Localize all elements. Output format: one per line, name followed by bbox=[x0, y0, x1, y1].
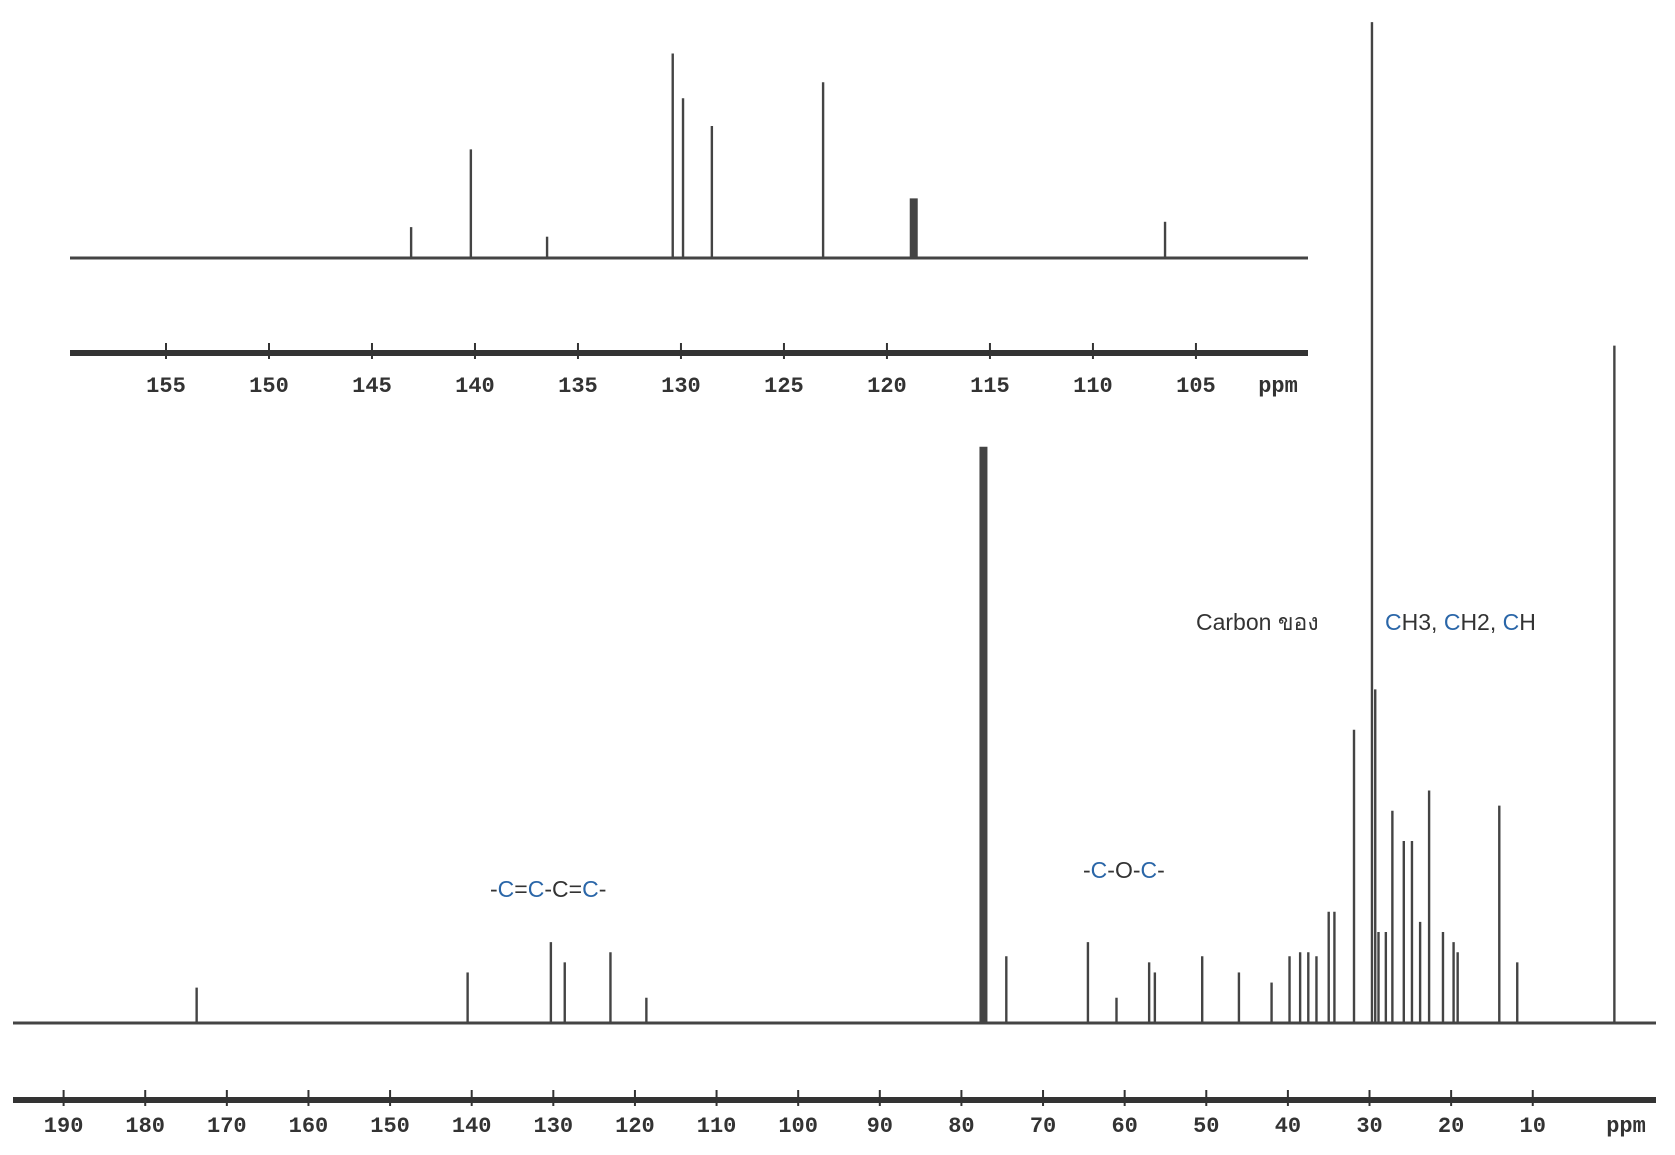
annotation-part: - bbox=[1083, 857, 1091, 883]
x-axis-label: ppm bbox=[1606, 1114, 1646, 1139]
annotation-part: H2, bbox=[1460, 609, 1502, 635]
annotation-part: -O- bbox=[1107, 857, 1140, 883]
annotation-part: C bbox=[1444, 609, 1461, 635]
x-tick-label: 155 bbox=[146, 374, 186, 399]
x-tick-label: 90 bbox=[867, 1114, 893, 1139]
x-tick-label: 130 bbox=[661, 374, 701, 399]
annotation-part: C bbox=[1503, 609, 1520, 635]
annotation-part: H3, bbox=[1402, 609, 1444, 635]
annotation-part: -C= bbox=[544, 876, 582, 902]
annotation-part: H bbox=[1519, 609, 1536, 635]
annotation-part: Carbon ของ bbox=[1196, 609, 1319, 635]
annotation: -C=C-C=C- bbox=[490, 876, 606, 902]
annotation-part: - bbox=[1157, 857, 1165, 883]
x-tick-label: 145 bbox=[352, 374, 392, 399]
x-tick-label: 170 bbox=[207, 1114, 247, 1139]
nmr-figure: 155150145140135130125120115110105ppm1901… bbox=[0, 0, 1675, 1155]
x-tick-label: 190 bbox=[44, 1114, 84, 1139]
x-tick-label: 100 bbox=[778, 1114, 818, 1139]
x-tick-label: 125 bbox=[764, 374, 804, 399]
x-tick-label: 110 bbox=[1073, 374, 1113, 399]
x-tick-label: 150 bbox=[249, 374, 289, 399]
x-tick-label: 120 bbox=[615, 1114, 655, 1139]
x-tick-label: 70 bbox=[1030, 1114, 1056, 1139]
spectrum-panel: 155 150 145 140 135 130 125 120 115 110 105 ppm bbox=[70, 54, 1308, 399]
x-tick-label: 30 bbox=[1356, 1114, 1382, 1139]
x-axis-label: ppm bbox=[1258, 374, 1298, 399]
x-tick-label: 130 bbox=[534, 1114, 574, 1139]
x-tick-label: 140 bbox=[452, 1114, 492, 1139]
annotation-part: - bbox=[490, 876, 498, 902]
x-tick-label: 50 bbox=[1193, 1114, 1219, 1139]
x-tick-label: 20 bbox=[1438, 1114, 1464, 1139]
annotation-part: C bbox=[1091, 857, 1108, 883]
x-tick-label: 160 bbox=[289, 1114, 329, 1139]
x-tick-label: 180 bbox=[125, 1114, 165, 1139]
annotation-part: - bbox=[599, 876, 607, 902]
annotation-part: = bbox=[514, 876, 527, 902]
annotation-part: C bbox=[582, 876, 599, 902]
x-tick-label: 120 bbox=[867, 374, 907, 399]
annotation-part: C bbox=[1141, 857, 1158, 883]
annotation: Carbon ของ bbox=[1196, 609, 1319, 635]
x-tick-label: 110 bbox=[697, 1114, 737, 1139]
x-tick-label: 150 bbox=[370, 1114, 410, 1139]
annotation-part: C bbox=[498, 876, 515, 902]
x-tick-label: 80 bbox=[948, 1114, 974, 1139]
annotation-part: C bbox=[1385, 609, 1402, 635]
x-tick-label: 115 bbox=[970, 374, 1010, 399]
x-tick-label: 105 bbox=[1176, 374, 1216, 399]
annotation-part: C bbox=[528, 876, 545, 902]
x-tick-label: 140 bbox=[455, 374, 495, 399]
x-tick-label: 135 bbox=[558, 374, 598, 399]
x-tick-label: 60 bbox=[1111, 1114, 1137, 1139]
x-tick-label: 10 bbox=[1520, 1114, 1546, 1139]
annotation: -C-O-C- bbox=[1083, 857, 1165, 883]
spectrum-panel: 190 180 170 160 150 140 130 120 110 100 90 80 70 60 50… bbox=[13, 22, 1656, 1139]
annotation: CH3, CH2, CH bbox=[1385, 609, 1536, 635]
x-tick-label: 40 bbox=[1275, 1114, 1301, 1139]
